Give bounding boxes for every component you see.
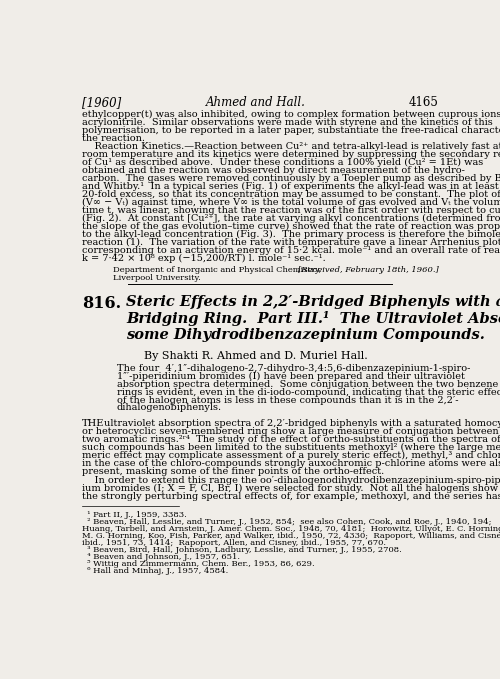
Text: Department of Inorganic and Physical Chemistry,: Department of Inorganic and Physical Che… <box>113 266 321 274</box>
Text: ⁶ Hall and Minhaj, J., 1957, 4584.: ⁶ Hall and Minhaj, J., 1957, 4584. <box>82 567 228 575</box>
Text: Ahmed and Hall.: Ahmed and Hall. <box>206 96 306 109</box>
Text: 816.: 816. <box>82 295 121 312</box>
Text: Reaction Kinetics.—Reaction between Cu²⁺ and tetra-alkyl-lead is relatively fast: Reaction Kinetics.—Reaction between Cu²⁺… <box>82 142 500 151</box>
Text: ¹ Part II, J., 1959, 3383.: ¹ Part II, J., 1959, 3383. <box>82 511 186 519</box>
Text: Steric Effects in 2,2′-Bridged Biphenyls with a Heterocyclic: Steric Effects in 2,2′-Bridged Biphenyls… <box>126 295 500 309</box>
Text: [Received, February 18th, 1960.]: [Received, February 18th, 1960.] <box>298 266 438 274</box>
Text: M. G. Horning, Koo, Fish, Parker, and Walker, ibid., 1950, 72, 4330;  Rapoport, : M. G. Horning, Koo, Fish, Parker, and Wa… <box>82 532 500 540</box>
Text: 4165: 4165 <box>408 96 438 109</box>
Text: ² Beaven, Hall, Lesslie, and Turner, J., 1952, 854;  see also Cohen, Cook, and R: ² Beaven, Hall, Lesslie, and Turner, J.,… <box>82 518 492 526</box>
Text: meric effect may complicate assessment of a purely steric effect), methyl,³ and : meric effect may complicate assessment o… <box>82 451 500 460</box>
Text: Liverpool University.: Liverpool University. <box>113 274 200 282</box>
Text: 20-fold excess, so that its concentration may be assumed to be constant.  The pl: 20-fold excess, so that its concentratio… <box>82 190 500 199</box>
Text: present, masking some of the finer points of the ortho-effect.: present, masking some of the finer point… <box>82 467 384 476</box>
Text: ³ Beaven, Bird, Hall, Johnson, Ladbury, Lesslie, and Turner, J., 1955, 2708.: ³ Beaven, Bird, Hall, Johnson, Ladbury, … <box>82 546 402 554</box>
Text: carbon.  The gases were removed continuously by a Toepler pump as described by B: carbon. The gases were removed continuou… <box>82 175 500 183</box>
Text: ethylcopper(t) was also inhibited, owing to complex formation between cuprous io: ethylcopper(t) was also inhibited, owing… <box>82 110 500 120</box>
Text: ⁵ Wittig and Zimmermann, Chem. Ber., 1953, 86, 629.: ⁵ Wittig and Zimmermann, Chem. Ber., 195… <box>82 560 314 568</box>
Text: corresponding to an activation energy of 15·2 kcal. mole⁻¹ and an overall rate o: corresponding to an activation energy of… <box>82 246 500 255</box>
Text: ⁴ Beaven and Johnson, J., 1957, 651.: ⁴ Beaven and Johnson, J., 1957, 651. <box>82 553 240 561</box>
Text: the reaction.: the reaction. <box>82 134 145 143</box>
Text: ibid., 1951, 73, 1414;  Rapoport, Allen, and Cisney, ibid., 1955, 77, 670.: ibid., 1951, 73, 1414; Rapoport, Allen, … <box>82 539 386 547</box>
Text: obtained and the reaction was observed by direct measurement of the hydro-: obtained and the reaction was observed b… <box>82 166 465 175</box>
Text: polymerisation, to be reported in a later paper, substantiate the free-radical c: polymerisation, to be reported in a late… <box>82 126 500 135</box>
Text: Huang, Tarbell, and Arnstein, J. Amer. Chem. Soc., 1948, 70, 4181;  Horowitz, Ul: Huang, Tarbell, and Arnstein, J. Amer. C… <box>82 525 500 533</box>
Text: By Shakti R. Ahmed and D. Muriel Hall.: By Shakti R. Ahmed and D. Muriel Hall. <box>144 351 368 361</box>
Text: in the case of the chloro-compounds strongly auxochromic p-chlorine atoms were a: in the case of the chloro-compounds stro… <box>82 459 500 468</box>
Text: such compounds has been limited to the substituents methoxyl² (where the large m: such compounds has been limited to the s… <box>82 443 500 452</box>
Text: k = 7·42 × 10⁸ exp (−15,200/RT) l. mole⁻¹ sec.⁻¹.: k = 7·42 × 10⁸ exp (−15,200/RT) l. mole⁻… <box>82 254 326 263</box>
Text: ium bromides (I; X = F, Cl, Br, I) were selected for study.  Not all the halogen: ium bromides (I; X = F, Cl, Br, I) were … <box>82 483 498 493</box>
Text: room temperature and its kinetics were determined by suppressing the secondary r: room temperature and its kinetics were d… <box>82 150 500 160</box>
Text: the slope of the gas evolution–time curve) showed that the rate of reaction was : the slope of the gas evolution–time curv… <box>82 222 500 232</box>
Text: reaction (1).  The variation of the rate with temperature gave a linear Arrheniu: reaction (1). The variation of the rate … <box>82 238 500 247</box>
Text: (V∞ − Vₜ) against time, where V∞ is the total volume of gas evolved and Vₜ the v: (V∞ − Vₜ) against time, where V∞ is the … <box>82 198 500 207</box>
Text: In order to extend this range the oo′-dihalogenodihydrodibenzazepinium-spiro-pip: In order to extend this range the oo′-di… <box>82 476 500 485</box>
Text: Bridging Ring.  Part III.¹  The Ultraviolet Absorption Spectra of: Bridging Ring. Part III.¹ The Ultraviole… <box>126 312 500 327</box>
Text: acrylonitrile.  Similar observations were made with styrene and the kinetics of : acrylonitrile. Similar observations were… <box>82 118 492 127</box>
Text: some Dihydrodibenzazepinium Compounds.: some Dihydrodibenzazepinium Compounds. <box>126 328 486 342</box>
Text: rings is evident, even in the di-iodo-compound, indicating that the steric effec: rings is evident, even in the di-iodo-co… <box>117 388 500 397</box>
Text: THE: THE <box>82 419 104 428</box>
Text: time t, was linear, showing that the reaction was of the first order with respec: time t, was linear, showing that the rea… <box>82 206 500 215</box>
Text: to the alkyl-lead concentration (Fig. 3).  The primary process is therefore the : to the alkyl-lead concentration (Fig. 3)… <box>82 230 500 240</box>
Text: the strongly perturbing spectral effects of, for example, methoxyl, and the seri: the strongly perturbing spectral effects… <box>82 492 500 500</box>
Text: (Fig. 2).  At constant [Cu²⁺], the rate at varying alkyl concentrations (determi: (Fig. 2). At constant [Cu²⁺], the rate a… <box>82 215 500 223</box>
Text: dihalogenobiphenyls.: dihalogenobiphenyls. <box>117 403 222 412</box>
Text: The four  4′,1″-dihalogeno-2,7-dihydro-3,4:5,6-dibenzazepinium-1-spiro-: The four 4′,1″-dihalogeno-2,7-dihydro-3,… <box>117 364 470 373</box>
Text: 1″′-piperidinium bromides (I) have been prepared and their ultraviolet: 1″′-piperidinium bromides (I) have been … <box>117 372 465 381</box>
Text: of the halogen atoms is less in these compounds than it is in the 2,2′-: of the halogen atoms is less in these co… <box>117 396 458 405</box>
Text: two aromatic rings.²ʳ⁴  The study of the effect of ortho-substituents on the spe: two aromatic rings.²ʳ⁴ The study of the … <box>82 435 500 444</box>
Text: ultraviolet absorption spectra of 2,2′-bridged biphenyls with a saturated homocy: ultraviolet absorption spectra of 2,2′-b… <box>101 419 500 428</box>
Text: of Cu¹ as described above.  Under these conditions a 100% yield (Cu² = 1Et) was: of Cu¹ as described above. Under these c… <box>82 158 483 167</box>
Text: absorption spectra determined.  Some conjugation between the two benzene: absorption spectra determined. Some conj… <box>117 380 498 389</box>
Text: or heterocyclic seven-membered ring show a large measure of conjugation between : or heterocyclic seven-membered ring show… <box>82 427 500 436</box>
Text: [1960]: [1960] <box>82 96 121 109</box>
Text: and Whitby.¹  In a typical series (Fig. 1) of experiments the alkyl-lead was in : and Whitby.¹ In a typical series (Fig. 1… <box>82 182 500 191</box>
